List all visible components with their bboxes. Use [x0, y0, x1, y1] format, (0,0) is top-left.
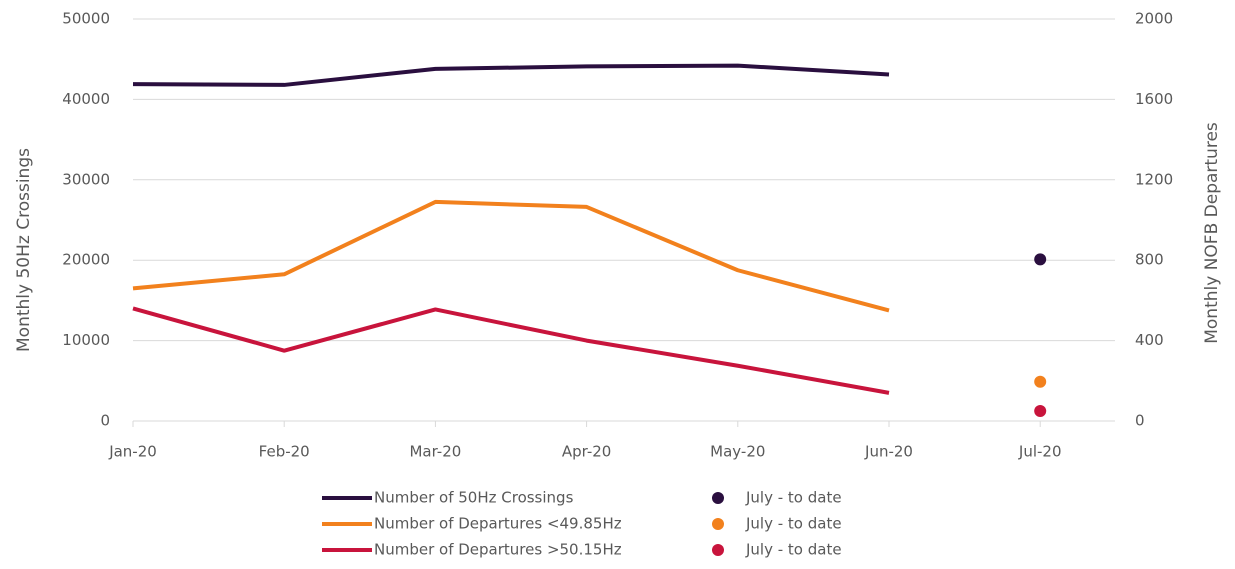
y2-tick-label: 1200: [1135, 170, 1173, 188]
series-line: [132, 63, 890, 87]
y2-tick-label: 800: [1135, 251, 1164, 269]
y-tick-label: 50000: [62, 10, 110, 28]
x-tick-label: May-20: [710, 443, 765, 461]
y-tick-label: 40000: [62, 90, 110, 108]
data-point: [1034, 253, 1047, 266]
x-tick-label: Apr-20: [562, 443, 612, 461]
data-point: [1034, 404, 1047, 417]
series-line: [132, 306, 890, 395]
legend-label: July - to date: [745, 515, 842, 533]
series-line: [132, 199, 890, 313]
x-tick-label: Jan-20: [108, 443, 157, 461]
y2-tick-label: 1600: [1135, 90, 1173, 108]
y2-tick-label: 400: [1135, 331, 1164, 349]
legend-label: Number of 50Hz Crossings: [374, 489, 574, 507]
legend-label: July - to date: [745, 541, 842, 559]
legend-swatch: [712, 544, 724, 556]
data-point: [1034, 375, 1047, 388]
y-tick-label: 20000: [62, 251, 110, 269]
y-tick-label: 0: [100, 412, 110, 430]
y-axis-title: Monthly 50Hz Crossings: [14, 148, 34, 352]
legend-label: Number of Departures <49.85Hz: [374, 515, 622, 533]
y2-tick-label: 2000: [1135, 10, 1173, 28]
legend-swatch: [712, 492, 724, 504]
y-tick-label: 30000: [62, 170, 110, 188]
x-tick-label: Mar-20: [409, 443, 461, 461]
legend-swatch: [712, 518, 724, 530]
x-tick-label: Jun-20: [864, 443, 913, 461]
x-tick-label: Feb-20: [259, 443, 310, 461]
y2-axis-title: Monthly NOFB Departures: [1202, 122, 1222, 344]
y-tick-label: 10000: [62, 331, 110, 349]
legend-label: Number of Departures >50.15Hz: [374, 541, 622, 559]
legend-label: July - to date: [745, 489, 842, 507]
x-tick-label: Jul-20: [1018, 443, 1062, 461]
y2-tick-label: 0: [1135, 412, 1145, 430]
